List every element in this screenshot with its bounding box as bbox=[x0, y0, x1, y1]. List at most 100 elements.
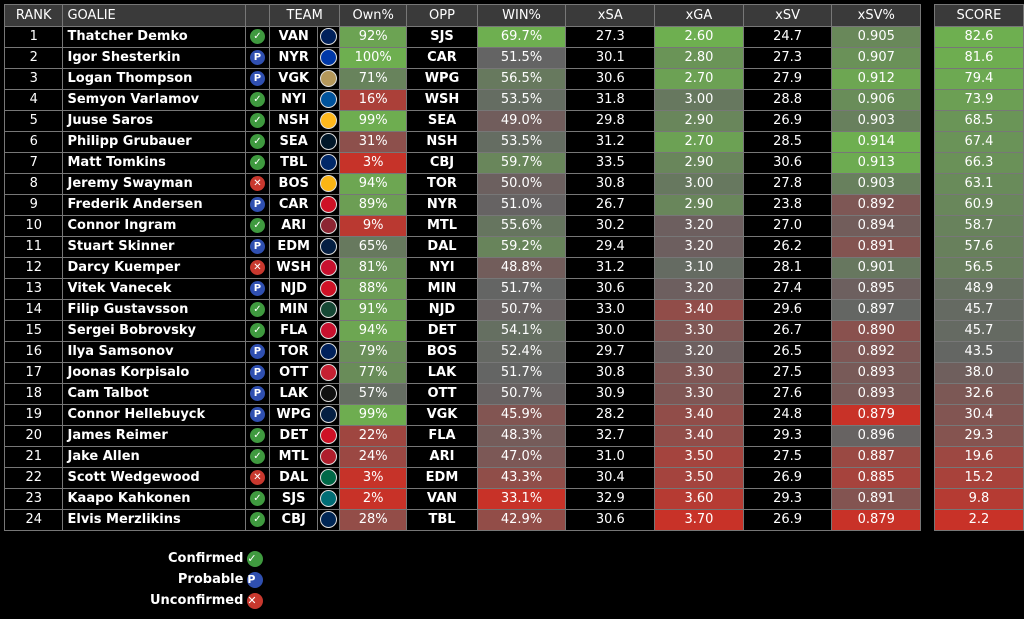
table-row[interactable]: 23 Kaapo Kahkonen ✓ SJS 2% VAN 33.1% 32.9 3.60 29… bbox=[3, 488, 1024, 510]
column-gap bbox=[920, 446, 935, 468]
cell-score: 56.5 bbox=[933, 257, 1024, 279]
header-win[interactable]: WIN% bbox=[476, 4, 567, 27]
cell-own: 92% bbox=[338, 26, 408, 48]
cell-goalie: Connor Ingram bbox=[62, 215, 246, 237]
team-logo-icon bbox=[320, 112, 338, 129]
header-goalie[interactable]: GOALIE bbox=[62, 4, 246, 27]
cell-own: 2% bbox=[338, 488, 408, 510]
table-row[interactable]: 7 Matt Tomkins ✓ TBL 3% CBJ 59.7% 33.5 2.90 30.6 0… bbox=[3, 152, 1024, 174]
team-logo-icon bbox=[320, 238, 338, 255]
table-row[interactable]: 21 Jake Allen ✓ MTL 24% ARI 47.0% 31.0 3.50 27.5 0… bbox=[3, 446, 1024, 468]
team-logo-icon bbox=[320, 490, 338, 507]
cell-team-logo bbox=[317, 467, 340, 489]
table-row[interactable]: 10 Connor Ingram ✓ ARI 9% MTL 55.6% 30.2 3.20 27.… bbox=[3, 215, 1024, 237]
cell-rank: 24 bbox=[3, 509, 64, 531]
cell-win: 33.1% bbox=[476, 488, 567, 510]
cell-win: 56.5% bbox=[476, 68, 567, 90]
team-logo-icon bbox=[320, 280, 338, 297]
cell-opp: NJD bbox=[406, 299, 478, 321]
cell-team-logo bbox=[317, 509, 340, 531]
check-icon: ✓ bbox=[249, 218, 265, 233]
cell-xsa: 29.7 bbox=[565, 341, 656, 363]
cell-team: VGK bbox=[269, 68, 319, 90]
probable-icon: P bbox=[249, 386, 265, 401]
table-row[interactable]: 8 Jeremy Swayman ✕ BOS 94% TOR 50.0% 30.8 3.00 27… bbox=[3, 173, 1024, 195]
cell-xsa: 31.0 bbox=[565, 446, 656, 468]
cell-goalie: Scott Wedgewood bbox=[62, 467, 246, 489]
header-status bbox=[244, 4, 271, 27]
header-team[interactable]: TEAM bbox=[269, 4, 340, 27]
table-row[interactable]: 24 Elvis Merzlikins ✓ CBJ 28% TBL 42.9% 30.6 3.7… bbox=[3, 509, 1024, 531]
cell-rank: 1 bbox=[3, 26, 64, 48]
cell-xsa: 29.8 bbox=[565, 110, 656, 132]
table-row[interactable]: 18 Cam Talbot P LAK 57% OTT 50.7% 30.9 3.30 27.6 0… bbox=[3, 383, 1024, 405]
probable-icon: P bbox=[249, 365, 265, 380]
cell-own: 99% bbox=[338, 110, 408, 132]
table-row[interactable]: 12 Darcy Kuemper ✕ WSH 81% NYI 48.8% 31.2 3.10 28… bbox=[3, 257, 1024, 279]
header-own[interactable]: Own% bbox=[338, 4, 408, 27]
cell-xsv: 26.9 bbox=[742, 467, 833, 489]
table-row[interactable]: 20 James Reimer ✓ DET 22% FLA 48.3% 32.7 3.40 29.… bbox=[3, 425, 1024, 447]
table-body: 1 Thatcher Demko ✓ VAN 92% SJS 69.7% 27.3 2.60 24… bbox=[3, 26, 1024, 531]
header-rank[interactable]: RANK bbox=[3, 4, 64, 27]
cell-xsvp: 0.897 bbox=[831, 299, 922, 321]
probable-icon: P bbox=[249, 71, 265, 86]
cell-win: 50.0% bbox=[476, 173, 567, 195]
cell-status: ✓ bbox=[244, 320, 271, 342]
cell-team-logo bbox=[317, 215, 340, 237]
cell-opp: LAK bbox=[406, 362, 478, 384]
check-icon: ✓ bbox=[249, 302, 265, 317]
header-opp[interactable]: OPP bbox=[406, 4, 478, 27]
table-row[interactable]: 1 Thatcher Demko ✓ VAN 92% SJS 69.7% 27.3 2.60 24… bbox=[3, 26, 1024, 48]
cell-xsa: 30.4 bbox=[565, 467, 656, 489]
column-gap bbox=[920, 404, 935, 426]
x-icon: ✕ bbox=[247, 592, 264, 609]
cell-opp: NYR bbox=[406, 194, 478, 216]
header-xsvp[interactable]: xSV% bbox=[831, 4, 922, 27]
column-gap bbox=[920, 194, 935, 216]
cell-goalie: Elvis Merzlikins bbox=[62, 509, 246, 531]
cell-rank: 15 bbox=[3, 320, 64, 342]
cell-rank: 18 bbox=[3, 383, 64, 405]
header-xsv[interactable]: xSV bbox=[742, 4, 833, 27]
team-logo-icon bbox=[320, 385, 338, 402]
cell-xsa: 29.4 bbox=[565, 236, 656, 258]
team-logo-icon bbox=[320, 448, 338, 465]
table-row[interactable]: 5 Juuse Saros ✓ NSH 99% SEA 49.0% 29.8 2.90 26.9 0… bbox=[3, 110, 1024, 132]
cell-goalie: Ilya Samsonov bbox=[62, 341, 246, 363]
cell-xsvp: 0.896 bbox=[831, 425, 922, 447]
table-row[interactable]: 9 Frederik Andersen P CAR 89% NYR 51.0% 26.7 2.9… bbox=[3, 194, 1024, 216]
cell-xga: 2.90 bbox=[654, 194, 744, 216]
table-row[interactable]: 19 Connor Hellebuyck P WPG 99% VGK 45.9% 28.2 3.… bbox=[3, 404, 1024, 426]
table-row[interactable]: 13 Vitek Vanecek P NJD 88% MIN 51.7% 30.6 3.20 27… bbox=[3, 278, 1024, 300]
cell-xsa: 30.6 bbox=[565, 68, 656, 90]
header-score[interactable]: SCORE bbox=[933, 4, 1024, 27]
check-icon: ✓ bbox=[249, 491, 265, 506]
cell-own: 99% bbox=[338, 404, 408, 426]
table-row[interactable]: 11 Stuart Skinner P EDM 65% DAL 59.2% 29.4 3.20 2… bbox=[3, 236, 1024, 258]
cell-xga: 2.70 bbox=[654, 131, 744, 153]
table-row[interactable]: 17 Joonas Korpisalo P OTT 77% LAK 51.7% 30.8 3.3… bbox=[3, 362, 1024, 384]
header-xsa[interactable]: xSA bbox=[565, 4, 656, 27]
cell-score: 66.3 bbox=[933, 152, 1024, 174]
cell-opp: ARI bbox=[406, 446, 478, 468]
cell-team: NYI bbox=[269, 89, 319, 111]
table-row[interactable]: 2 Igor Shesterkin P NYR 100% CAR 51.5% 30.1 2.80… bbox=[3, 47, 1024, 69]
cell-rank: 9 bbox=[3, 194, 64, 216]
cell-xsv: 28.8 bbox=[742, 89, 833, 111]
check-icon: ✓ bbox=[249, 323, 265, 338]
table-row[interactable]: 4 Semyon Varlamov ✓ NYI 16% WSH 53.5% 31.8 3.00 2… bbox=[3, 89, 1024, 111]
table-row[interactable]: 3 Logan Thompson P VGK 71% WPG 56.5% 30.6 2.70 27… bbox=[3, 68, 1024, 90]
cell-xga: 2.90 bbox=[654, 110, 744, 132]
team-logo-icon bbox=[320, 427, 338, 444]
table-row[interactable]: 15 Sergei Bobrovsky ✓ FLA 94% DET 54.1% 30.0 3.3… bbox=[3, 320, 1024, 342]
table-row[interactable]: 16 Ilya Samsonov P TOR 79% BOS 52.4% 29.7 3.20 26… bbox=[3, 341, 1024, 363]
cell-opp: VAN bbox=[406, 488, 478, 510]
cell-score: 60.9 bbox=[933, 194, 1024, 216]
table-row[interactable]: 22 Scott Wedgewood ✕ DAL 3% EDM 43.3% 30.4 3.50 2… bbox=[3, 467, 1024, 489]
table-row[interactable]: 14 Filip Gustavsson ✓ MIN 91% NJD 50.7% 33.0 3.4… bbox=[3, 299, 1024, 321]
team-logo-icon bbox=[320, 406, 338, 423]
header-xga[interactable]: xGA bbox=[654, 4, 744, 27]
cell-team: LAK bbox=[269, 383, 319, 405]
table-row[interactable]: 6 Philipp Grubauer ✓ SEA 31% NSH 53.5% 31.2 2.70… bbox=[3, 131, 1024, 153]
